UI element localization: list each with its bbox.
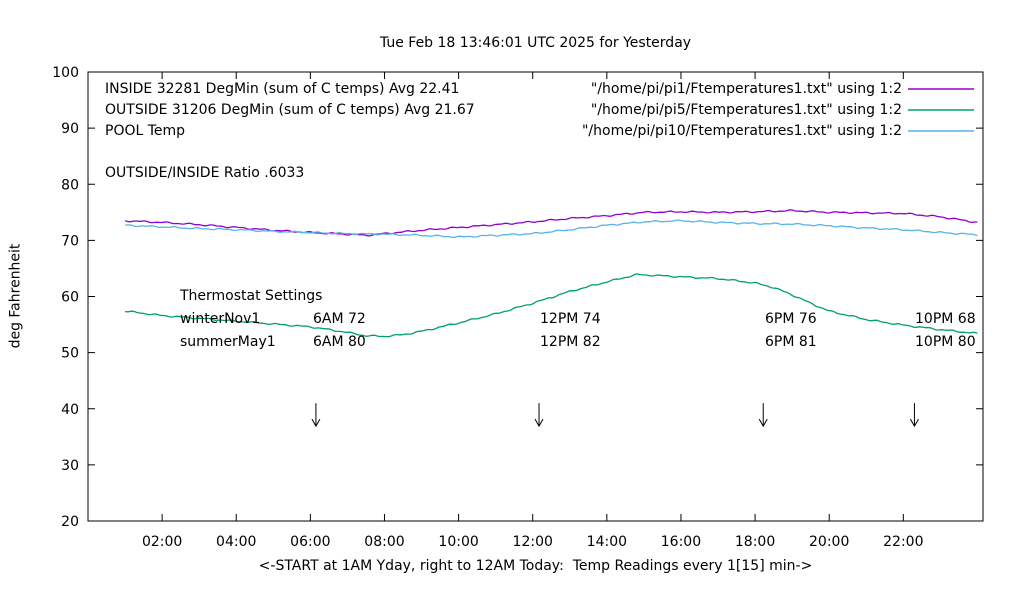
down-arrow-head-icon: [758, 418, 768, 428]
chart-title: Tue Feb 18 13:46:01 UTC 2025 for Yesterd…: [379, 35, 692, 51]
thermostat-setting-12pm: 12PM 82: [540, 334, 601, 350]
thermostat-setting-10pm: 10PM 80: [915, 334, 976, 350]
thermostat-season-label: summerMay1: [180, 334, 276, 350]
y-tick-label: 80: [61, 177, 79, 193]
x-tick-label: 14:00: [587, 534, 627, 550]
x-tick-label: 08:00: [364, 534, 404, 550]
thermostat-setting-6am: 6AM 80: [313, 334, 366, 350]
x-tick-label: 18:00: [735, 534, 775, 550]
thermostat-setting-6pm: 6PM 81: [765, 334, 817, 350]
legend-outside-label: OUTSIDE 31206 DegMin (sum of C temps) Av…: [105, 102, 475, 118]
series-line-inside: [124, 209, 978, 237]
down-arrow-head-icon: [311, 418, 321, 428]
y-tick-label: 50: [61, 346, 79, 362]
thermostat-setting-10pm: 10PM 68: [915, 311, 976, 327]
series-line-outside: [124, 273, 978, 338]
thermostat-setting-6am: 6AM 72: [313, 311, 366, 327]
down-arrow-head-icon: [910, 418, 919, 428]
y-tick-label: 70: [61, 233, 79, 249]
y-tick-label: 20: [61, 514, 79, 530]
y-tick-label: 30: [61, 458, 79, 474]
series-line-pool: [125, 219, 978, 239]
down-arrow-head-icon: [534, 418, 544, 428]
x-tick-label: 02:00: [142, 534, 182, 550]
x-tick-label: 10:00: [438, 534, 478, 550]
legend-inside-label: INSIDE 32281 DegMin (sum of C temps) Avg…: [105, 81, 460, 97]
x-tick-label: 04:00: [216, 534, 256, 550]
thermostat-season-label: winterNov1: [180, 311, 261, 327]
thermostat-setting-6pm: 6PM 76: [765, 311, 817, 327]
x-tick-label: 12:00: [513, 534, 553, 550]
y-tick-label: 60: [61, 290, 79, 306]
x-tick-label: 20:00: [809, 534, 849, 550]
ratio-annotation: OUTSIDE/INSIDE Ratio .6033: [105, 165, 305, 181]
y-tick-label: 40: [61, 402, 79, 418]
x-axis-label: <-START at 1AM Yday, right to 12AM Today…: [258, 558, 813, 574]
x-tick-label: 16:00: [661, 534, 701, 550]
legend-pool-file: "/home/pi/pi10/Ftemperatures1.txt" using…: [581, 123, 902, 139]
y-tick-label: 100: [52, 65, 79, 81]
y-axis-label: deg Fahrenheit: [7, 243, 24, 349]
legend-outside-file: "/home/pi/pi5/Ftemperatures1.txt" using …: [590, 102, 902, 118]
y-tick-label: 90: [61, 121, 79, 137]
legend-inside-file: "/home/pi/pi1/Ftemperatures1.txt" using …: [590, 81, 902, 97]
legend-pool-label: POOL Temp: [105, 123, 186, 139]
thermostat-setting-12pm: 12PM 74: [540, 311, 601, 327]
x-tick-label: 22:00: [883, 534, 923, 550]
x-tick-label: 06:00: [290, 534, 330, 550]
thermostat-heading: Thermostat Settings: [180, 288, 323, 304]
